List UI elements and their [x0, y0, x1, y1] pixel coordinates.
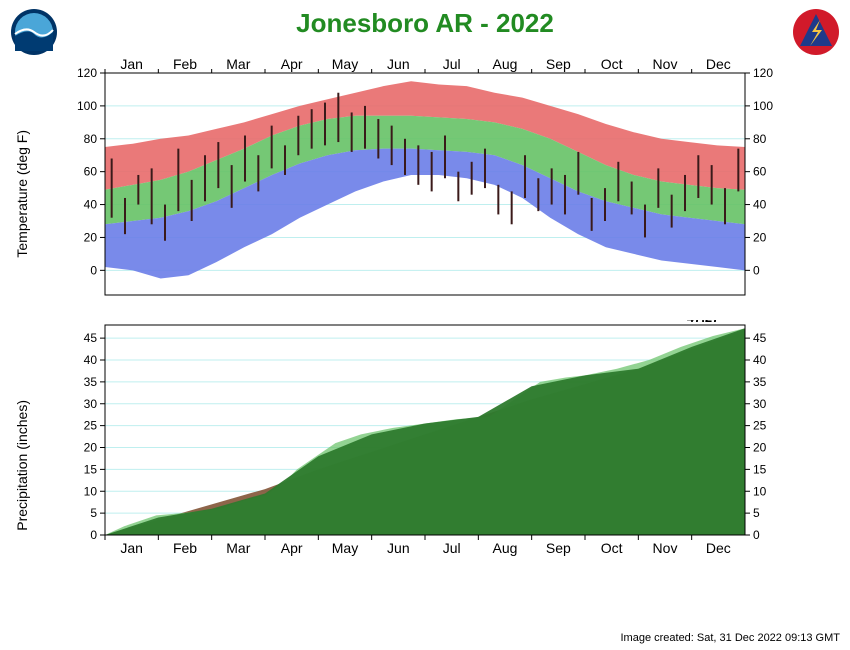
nws-logo: [792, 8, 840, 56]
svg-text:Dec: Dec: [706, 56, 731, 72]
svg-text:40: 40: [84, 353, 98, 367]
noaa-logo: [10, 8, 58, 56]
svg-text:May: May: [332, 56, 358, 72]
svg-text:10: 10: [753, 484, 767, 498]
svg-text:10: 10: [84, 484, 98, 498]
svg-text:Oct: Oct: [601, 540, 623, 556]
precipitation-chart-svg: 0 0 5 5 10 10 15 15 20 20 25 25 30 30 35 35 40 40 45 45 Jan F…: [70, 320, 780, 570]
svg-text:25: 25: [84, 419, 98, 433]
svg-text:20: 20: [84, 441, 98, 455]
svg-text:40: 40: [84, 198, 98, 212]
svg-text:60: 60: [84, 165, 98, 179]
svg-text:45: 45: [84, 331, 98, 345]
svg-text:Nov: Nov: [653, 56, 678, 72]
footer-timestamp: Image created: Sat, 31 Dec 2022 09:13 GM…: [620, 632, 840, 644]
svg-text:Sep: Sep: [546, 540, 571, 556]
svg-text:120: 120: [753, 66, 773, 80]
svg-text:Jul: Jul: [443, 540, 461, 556]
svg-text:0: 0: [90, 263, 97, 277]
svg-text:Sep: Sep: [546, 56, 571, 72]
temp-ylabel: Temperature (deg F): [14, 130, 30, 258]
nws-logo-svg: [792, 8, 840, 56]
temperature-chart-svg: 0 0 20 20 40 40 60 60 80 80 100 100 120 120 Jan Feb Mar A…: [70, 55, 780, 305]
svg-text:Oct: Oct: [601, 56, 623, 72]
svg-text:120: 120: [77, 66, 97, 80]
svg-text:Apr: Apr: [281, 56, 303, 72]
svg-text:25: 25: [753, 419, 767, 433]
temperature-chart: 0 0 20 20 40 40 60 60 80 80 100 100 120 120 Jan Feb Mar A…: [70, 55, 780, 305]
svg-text:Mar: Mar: [226, 56, 250, 72]
svg-text:40: 40: [753, 353, 767, 367]
svg-text:15: 15: [84, 462, 98, 476]
svg-text:100: 100: [77, 99, 97, 113]
svg-text:0: 0: [90, 528, 97, 542]
svg-text:Dec: Dec: [706, 540, 731, 556]
svg-text:40: 40: [753, 198, 767, 212]
svg-text:0: 0: [753, 528, 760, 542]
svg-text:5: 5: [90, 506, 97, 520]
svg-text:Nov: Nov: [653, 540, 678, 556]
svg-text:Jan: Jan: [120, 56, 143, 72]
svg-text:Mar: Mar: [226, 540, 250, 556]
svg-text:35: 35: [84, 375, 98, 389]
svg-text:80: 80: [753, 132, 767, 146]
svg-text:Apr: Apr: [281, 540, 303, 556]
noaa-logo-svg: [10, 8, 58, 56]
svg-text:0: 0: [753, 263, 760, 277]
svg-text:Jan: Jan: [120, 540, 143, 556]
svg-text:Aug: Aug: [493, 56, 518, 72]
svg-text:20: 20: [84, 230, 98, 244]
svg-text:Aug: Aug: [493, 540, 518, 556]
svg-text:30: 30: [84, 397, 98, 411]
svg-text:60: 60: [753, 165, 767, 179]
svg-text:30: 30: [753, 397, 767, 411]
svg-text:20: 20: [753, 441, 767, 455]
precipitation-chart: 0 0 5 5 10 10 15 15 20 20 25 25 30 30 35 35 40 40 45 45 Jan F…: [70, 320, 780, 570]
svg-text:Jun: Jun: [387, 56, 410, 72]
svg-text:20: 20: [753, 230, 767, 244]
svg-text:80: 80: [84, 132, 98, 146]
svg-text:May: May: [332, 540, 358, 556]
svg-text:35: 35: [753, 375, 767, 389]
svg-text:45: 45: [753, 331, 767, 345]
svg-text:15: 15: [753, 462, 767, 476]
svg-text:47.27: 47.27: [687, 320, 720, 325]
svg-text:Feb: Feb: [173, 56, 197, 72]
precip-ylabel: Precipitation (inches): [14, 400, 30, 531]
svg-text:100: 100: [753, 99, 773, 113]
page-title: Jonesboro AR - 2022: [0, 8, 850, 39]
svg-text:5: 5: [753, 506, 760, 520]
svg-text:Feb: Feb: [173, 540, 197, 556]
svg-text:Jul: Jul: [443, 56, 461, 72]
svg-text:Jun: Jun: [387, 540, 410, 556]
